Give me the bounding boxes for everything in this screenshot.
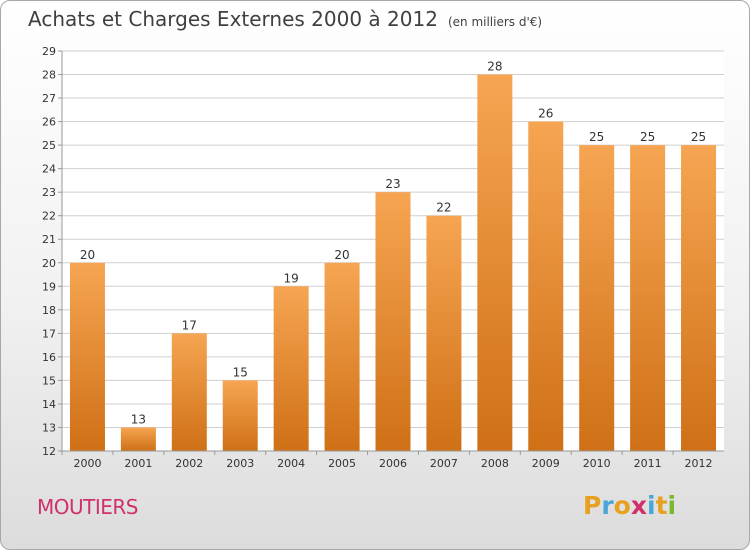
x-tick-label-2011: 2011 [634, 457, 662, 470]
data-label-2003: 15 [233, 365, 248, 379]
y-tick-label: 12 [42, 445, 56, 458]
y-tick-label: 27 [42, 92, 56, 105]
x-tick-label-2010: 2010 [583, 457, 611, 470]
logo-letter: r [601, 491, 614, 520]
y-tick-label: 18 [42, 304, 56, 317]
x-tick-label-2007: 2007 [430, 457, 458, 470]
unit-note: (en milliers d'€) [447, 15, 543, 29]
bar-2005 [324, 262, 360, 451]
bar-2007 [426, 215, 462, 451]
y-tick-label: 24 [42, 163, 56, 176]
logo-letter: i [647, 491, 656, 520]
data-label-2005: 20 [334, 248, 349, 262]
data-label-2012: 25 [691, 130, 706, 144]
y-tick-label: 19 [42, 280, 56, 293]
y-tick-label: 16 [42, 351, 56, 364]
logo-letter: t [655, 491, 668, 520]
logo-letter: P [583, 491, 602, 520]
x-tick-label-2008: 2008 [481, 457, 509, 470]
x-tick-label-2006: 2006 [379, 457, 407, 470]
logo-letter: x [630, 491, 647, 520]
bar-2011 [630, 145, 666, 451]
data-label-2004: 19 [284, 271, 299, 285]
x-tick-label-2002: 2002 [175, 457, 203, 470]
x-tick-label-2005: 2005 [328, 457, 356, 470]
x-tick-label-2003: 2003 [226, 457, 254, 470]
bar-2003 [222, 380, 258, 451]
bar-2006 [375, 192, 411, 452]
y-tick-label: 15 [42, 374, 56, 387]
y-tick-label: 22 [42, 210, 56, 223]
x-tick-label-2012: 2012 [685, 457, 713, 470]
bar-2004 [273, 286, 309, 451]
x-tick-label-2004: 2004 [277, 457, 305, 470]
data-label-2011: 25 [640, 130, 655, 144]
data-label-2001: 13 [131, 412, 146, 426]
bar-2000 [69, 262, 105, 451]
y-tick-label: 13 [42, 421, 56, 434]
y-tick-label: 25 [42, 139, 56, 152]
chart-title: Achats et Charges Externes 2000 à 2012 (e… [28, 7, 542, 31]
x-tick-label-2000: 2000 [73, 457, 101, 470]
y-tick-label: 21 [42, 233, 56, 246]
commune-name: MOUTIERS [37, 495, 138, 519]
y-tick-label: 14 [42, 398, 56, 411]
y-tick-label: 26 [42, 116, 56, 129]
bar-2002 [171, 333, 207, 451]
chart-title-text: Achats et Charges Externes 2000 à 2012 [28, 7, 438, 31]
bar-2012 [681, 145, 717, 451]
logo-letter: o [613, 491, 631, 520]
logo-letter: i [667, 491, 677, 520]
data-label-2007: 22 [436, 201, 451, 215]
bar-2009 [528, 121, 564, 452]
x-tick-label-2001: 2001 [124, 457, 152, 470]
y-tick-label: 17 [42, 327, 56, 340]
data-label-2006: 23 [385, 177, 400, 191]
x-tick-label-2009: 2009 [532, 457, 560, 470]
data-label-2002: 17 [182, 318, 197, 332]
y-tick-label: 20 [42, 257, 56, 270]
bar-2010 [579, 145, 615, 451]
data-label-2010: 25 [589, 130, 604, 144]
bar-2001 [120, 427, 156, 451]
y-tick-label: 29 [42, 45, 56, 58]
data-label-2000: 20 [80, 248, 95, 262]
proxiti-logo: Proxiti [583, 491, 676, 520]
y-tick-label: 28 [42, 69, 56, 82]
data-label-2009: 26 [538, 107, 553, 121]
bar-2008 [477, 74, 513, 451]
y-tick-label: 23 [42, 186, 56, 199]
data-label-2008: 28 [487, 60, 502, 74]
